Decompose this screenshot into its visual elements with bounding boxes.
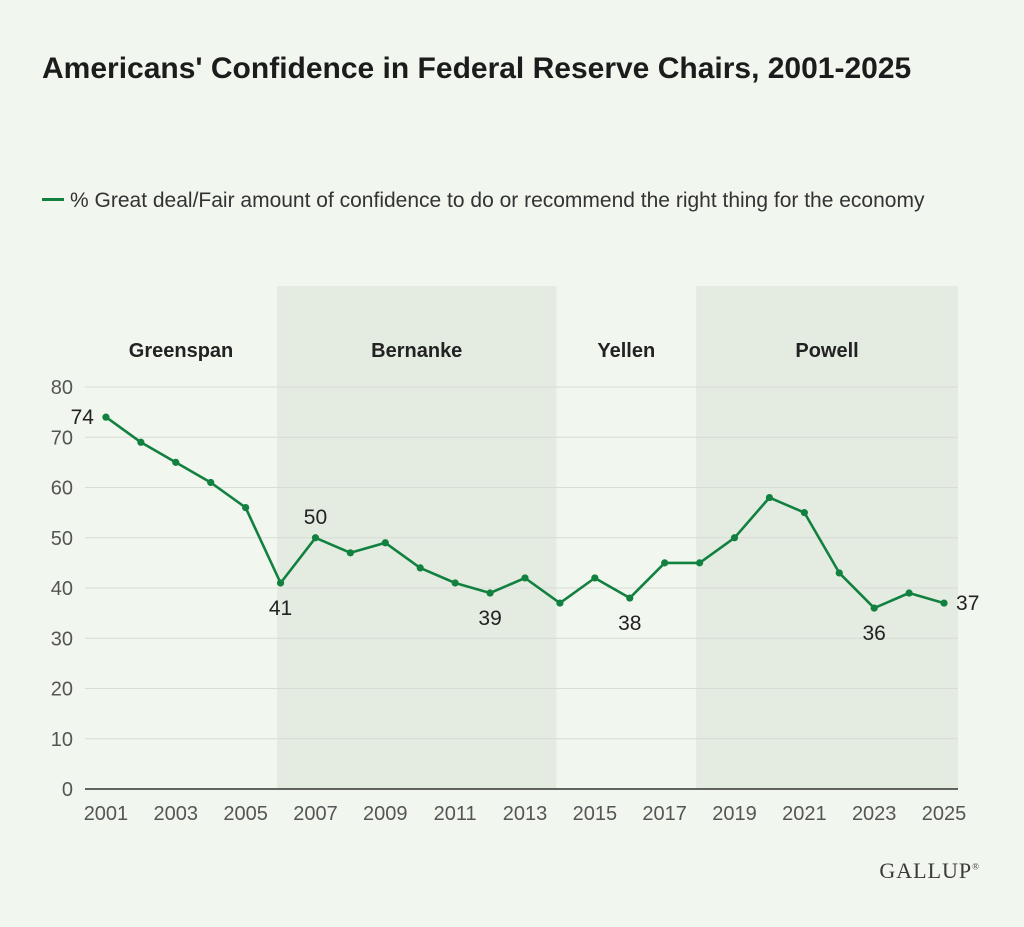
x-tick-label: 2021 — [782, 803, 827, 825]
x-tick-label: 2025 — [922, 803, 967, 825]
data-point — [451, 579, 459, 587]
x-tick-label: 2005 — [223, 803, 268, 825]
data-labels: 74 41 50 39 38 36 37 — [71, 406, 980, 645]
data-label: 50 — [304, 506, 327, 529]
data-point — [381, 539, 389, 547]
data-label: 37 — [956, 592, 979, 615]
data-point — [486, 589, 494, 597]
gallup-logo: GALLUP® — [879, 858, 980, 884]
y-tick-label: 10 — [51, 729, 73, 751]
data-label: 41 — [269, 597, 292, 620]
era-label-yellen: Yellen — [597, 340, 655, 362]
x-tick-label: 2003 — [154, 803, 199, 825]
data-point — [626, 594, 634, 602]
data-point — [102, 413, 110, 421]
data-point — [172, 458, 180, 466]
era-label-powell: Powell — [795, 340, 858, 362]
y-tick-label: 70 — [51, 427, 73, 449]
data-point — [940, 599, 948, 607]
brand-registered-mark: ® — [972, 861, 980, 872]
data-label: 39 — [478, 607, 501, 630]
x-tick-label: 2017 — [642, 803, 687, 825]
data-point — [905, 589, 913, 597]
x-tick-label: 2001 — [84, 803, 129, 825]
data-label: 36 — [863, 622, 886, 645]
x-tick-label: 2015 — [573, 803, 618, 825]
data-point — [591, 574, 599, 582]
data-point — [556, 599, 564, 607]
y-tick-label: 30 — [51, 628, 73, 650]
y-tick-label: 0 — [62, 779, 73, 801]
legend-line-swatch — [42, 197, 64, 201]
data-point — [695, 559, 704, 567]
legend: % Great deal/Fair amount of confidence t… — [42, 184, 982, 218]
chart-title: Americans' Confidence in Federal Reserve… — [42, 52, 912, 85]
brand-name: GALLUP — [879, 858, 973, 883]
data-point — [835, 569, 843, 577]
y-tick-label: 60 — [51, 478, 73, 500]
data-point — [661, 559, 669, 567]
data-point — [242, 504, 250, 512]
y-tick-label: 50 — [51, 528, 73, 550]
data-point — [137, 438, 145, 446]
x-tick-label: 2019 — [712, 803, 757, 825]
data-label: 38 — [618, 612, 641, 635]
data-point — [346, 549, 354, 557]
data-point — [311, 534, 320, 542]
x-tick-label: 2023 — [852, 803, 897, 825]
data-point — [730, 534, 739, 542]
data-label: 74 — [71, 406, 95, 429]
data-point — [870, 604, 878, 612]
data-point — [521, 574, 529, 582]
x-tick-label: 2007 — [293, 803, 338, 825]
data-point — [765, 493, 774, 502]
data-point — [207, 478, 215, 487]
x-tick-label: 2013 — [503, 803, 548, 825]
y-tick-label: 80 — [51, 377, 73, 399]
era-label-greenspan: Greenspan — [129, 340, 233, 362]
y-axis: 0 10 20 30 40 50 60 70 80 — [51, 377, 73, 801]
era-label-bernanke: Bernanke — [371, 340, 462, 362]
data-point — [416, 564, 424, 572]
data-point — [800, 509, 808, 517]
x-tick-label: 2009 — [363, 803, 408, 825]
data-point — [276, 579, 285, 587]
x-axis: 2001 2003 2005 2007 2009 2011 2013 2015 2017 2019… — [84, 803, 967, 825]
x-tick-label: 2011 — [434, 803, 477, 825]
y-tick-label: 40 — [51, 578, 73, 600]
legend-label: % Great deal/Fair amount of confidence t… — [70, 189, 925, 212]
series-line-group — [102, 413, 948, 612]
y-tick-label: 20 — [51, 679, 73, 701]
grid-lines — [85, 386, 958, 790]
